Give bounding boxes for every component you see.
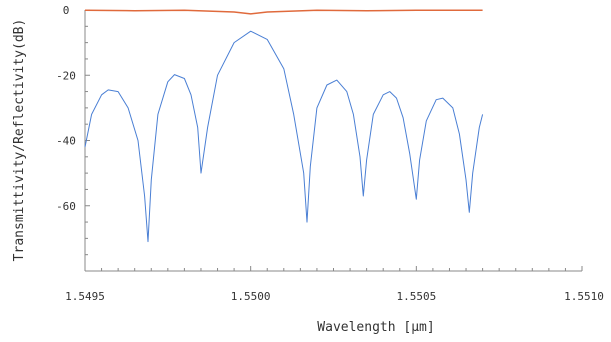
x-ticks: 1.5495 1.5500 1.5505 1.5510 (65, 266, 604, 303)
y-tick-label: -60 (56, 200, 76, 213)
x-tick-label: 1.5495 (65, 290, 105, 303)
axes (84, 10, 582, 272)
y-tick-label: 0 (63, 4, 70, 17)
x-tick-label: 1.5500 (231, 290, 271, 303)
series-line-transmittivity (84, 9, 483, 15)
x-tick-label: 1.5510 (564, 290, 604, 303)
y-tick-label: -20 (56, 69, 76, 82)
y-tick-label: -40 (56, 135, 76, 148)
y-axis-title: Transmittivity/Reflectivity(dB) (12, 19, 27, 262)
series-layer (84, 9, 484, 243)
x-axis-title: Wavelength [μm] (317, 320, 434, 335)
series-line-reflectivity (84, 30, 484, 243)
x-tick-label: 1.5505 (396, 290, 436, 303)
y-ticks: 0 -20 -40 -60 (56, 4, 90, 272)
